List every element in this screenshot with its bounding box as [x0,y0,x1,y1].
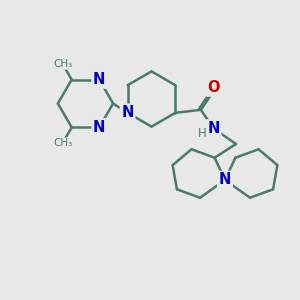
Text: N: N [93,72,106,87]
Text: CH₃: CH₃ [53,138,72,148]
Text: N: N [219,172,231,188]
Text: CH₃: CH₃ [53,59,72,69]
Text: O: O [207,80,220,95]
Text: N: N [207,121,220,136]
Text: N: N [122,105,134,120]
Text: N: N [93,120,106,135]
Text: H: H [198,127,206,140]
